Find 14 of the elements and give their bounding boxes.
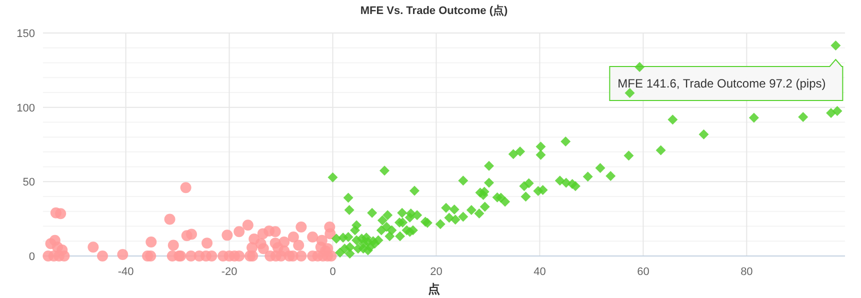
x-tick-label: -40 [118, 266, 134, 278]
x-tick-label: 40 [534, 266, 546, 278]
y-tick-label: 0 [28, 251, 35, 263]
x-tick-label: 0 [330, 266, 336, 278]
chart-title: MFE Vs. Trade Outcome (点) [360, 4, 508, 17]
x-axis-title: 点 [428, 282, 440, 296]
x-tick-label: 80 [740, 266, 753, 278]
annotation: MFE 141.6, Trade Outcome 97.2 (pips) [618, 76, 826, 90]
y-tick-label: 150 [16, 28, 35, 40]
y-tick-label: 100 [16, 102, 35, 114]
y-tick-label: 50 [22, 176, 35, 189]
x-tick-label: 20 [430, 266, 442, 278]
x-tick-label: -20 [221, 266, 238, 278]
x-tick-label: 60 [637, 266, 650, 278]
